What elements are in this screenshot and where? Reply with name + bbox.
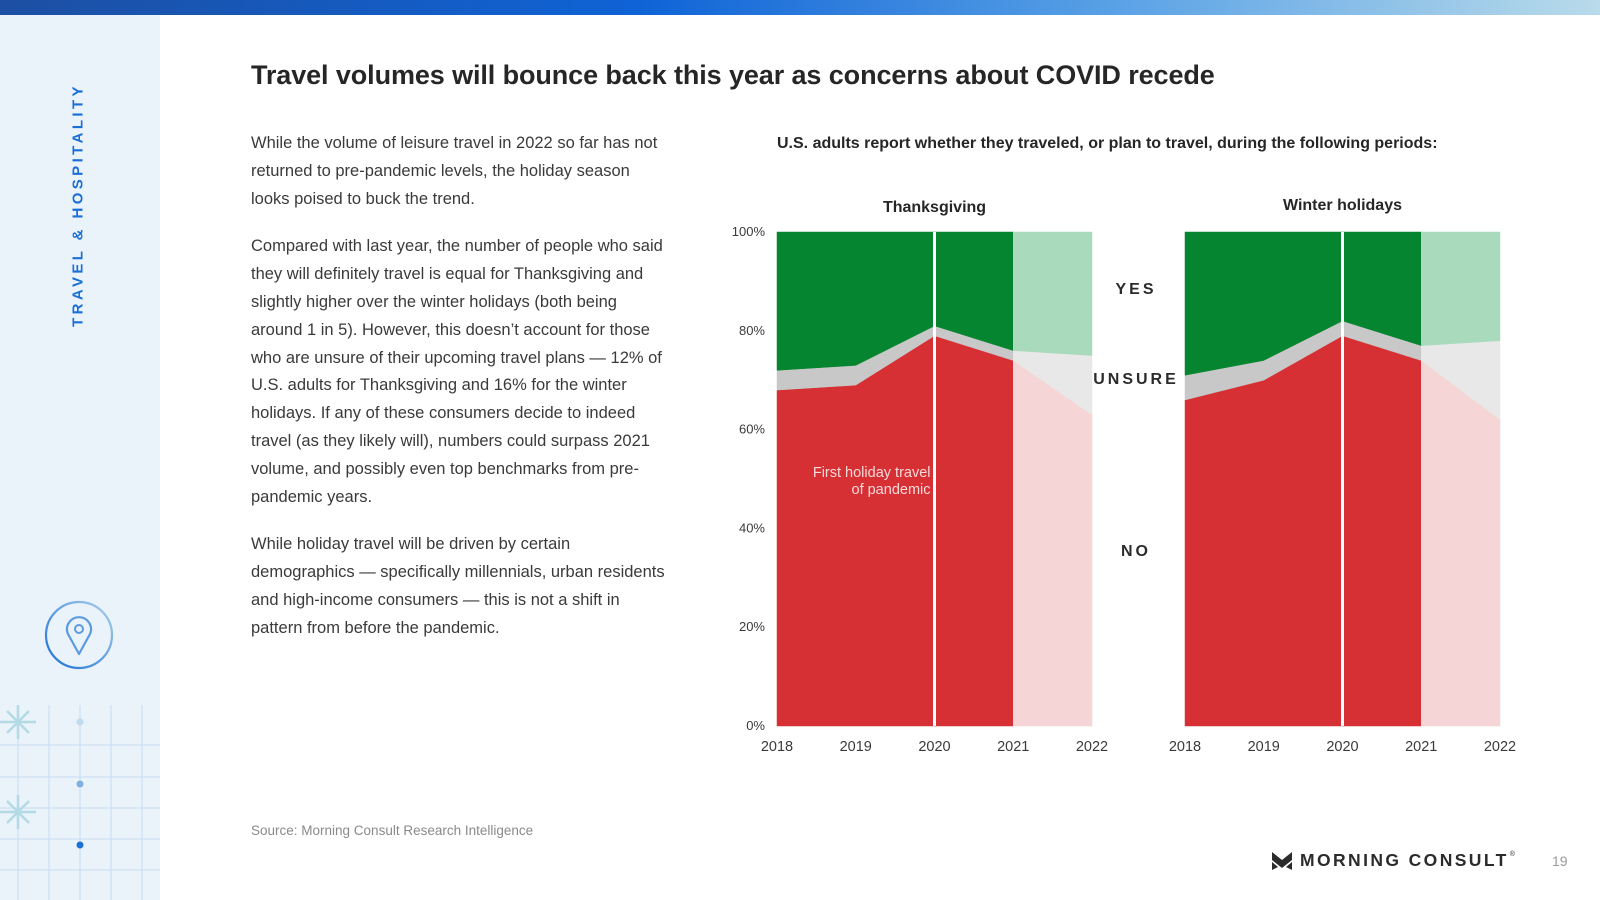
area-unsure-actual-winter-holidays <box>1184 320 1422 401</box>
area-no-projected-winter-holidays <box>1421 359 1501 727</box>
logo-text: MORNING CONSULT <box>1300 850 1509 870</box>
y-tick-label: 60% <box>739 422 765 437</box>
logo: MORNING CONSULT ® <box>1272 850 1515 871</box>
legend-label-unsure: UNSURE <box>1093 371 1179 388</box>
area-no-actual-thanksgiving <box>776 335 1014 727</box>
map-pin-icon <box>44 600 114 670</box>
x-tick-label: 2018 <box>1169 739 1201 755</box>
area-yes-projected-winter-holidays <box>1421 231 1501 346</box>
page-number: 19 <box>1552 853 1568 869</box>
body-text: While the volume of leisure travel in 20… <box>251 130 671 663</box>
area-yes-projected-thanksgiving <box>1013 231 1093 356</box>
annotation-text: of pandemic <box>852 482 931 498</box>
y-tick-label: 100% <box>732 224 766 239</box>
x-tick-label: 2021 <box>1405 739 1437 755</box>
panel-title: Winter holidays <box>1283 197 1402 214</box>
area-no-actual-winter-holidays <box>1184 335 1422 727</box>
x-tick-label: 2020 <box>1326 739 1358 755</box>
x-tick-label: 2022 <box>1484 739 1516 755</box>
y-tick-label: 20% <box>739 619 765 634</box>
top-accent-bar <box>0 0 1600 15</box>
paragraph: While holiday travel will be driven by c… <box>251 535 665 637</box>
y-tick-label: 0% <box>746 718 765 733</box>
x-tick-label: 2019 <box>1248 739 1280 755</box>
sparkle-icon <box>0 705 36 829</box>
x-tick-label: 2019 <box>840 739 872 755</box>
area-yes-actual-thanksgiving <box>776 231 1014 371</box>
x-tick-label: 2020 <box>918 739 950 755</box>
legend-label-no: NO <box>1121 543 1151 560</box>
panel-title: Thanksgiving <box>883 199 986 216</box>
page-title: Travel volumes will bounce back this yea… <box>251 60 1215 90</box>
logo-registered-mark: ® <box>1509 851 1515 858</box>
area-yes-actual-winter-holidays <box>1184 231 1422 376</box>
area-no-projected-thanksgiving <box>1013 359 1093 727</box>
annotation-text: First holiday travel <box>813 465 931 481</box>
section-label: TRAVEL & HOSPITALITY <box>69 83 87 327</box>
source-note: Source: Morning Consult Research Intelli… <box>251 823 534 838</box>
sidebar: TRAVEL & HOSPITALITY <box>0 15 160 900</box>
legend-label-yes: YES <box>1115 281 1156 298</box>
area-unsure-actual-thanksgiving <box>776 325 1014 391</box>
y-tick-label: 40% <box>739 520 765 535</box>
x-tick-label: 2018 <box>761 739 793 755</box>
paragraph: While the volume of leisure travel in 20… <box>251 134 658 208</box>
paragraph: Compared with last year, the number of p… <box>251 237 663 506</box>
y-tick-label: 80% <box>739 323 765 338</box>
area-unsure-projected-winter-holidays <box>1421 340 1501 421</box>
decorative-grid <box>0 705 160 900</box>
x-tick-label: 2021 <box>997 739 1029 755</box>
area-unsure-projected-thanksgiving <box>1013 350 1093 416</box>
chart-title: U.S. adults report whether they traveled… <box>777 135 1438 152</box>
morning-consult-chevron-icon <box>1272 851 1292 870</box>
x-tick-label: 2022 <box>1076 739 1108 755</box>
